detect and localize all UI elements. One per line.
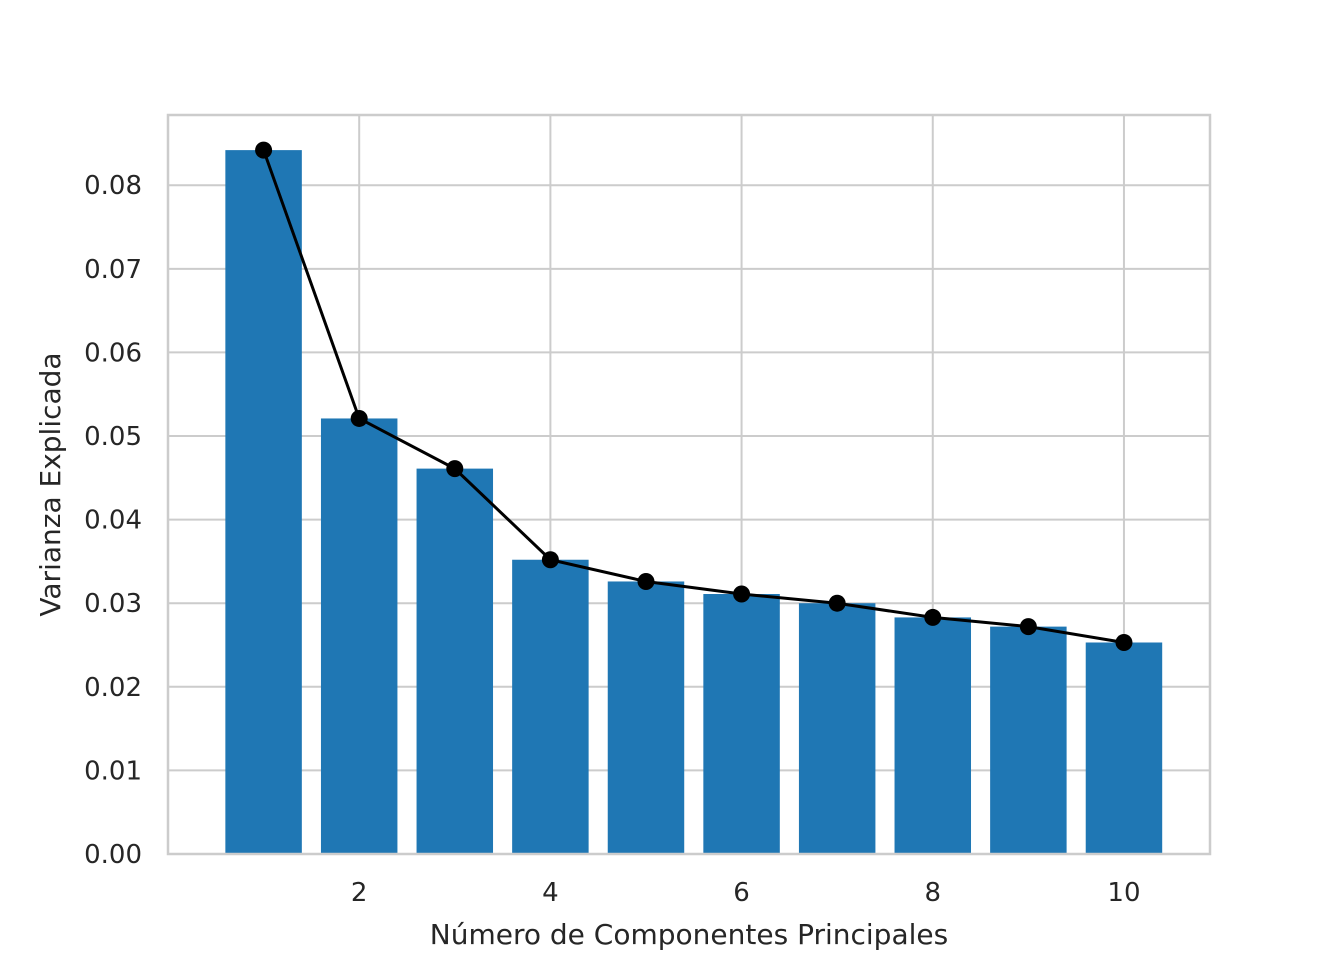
- line-point: [828, 594, 846, 612]
- bar: [512, 559, 589, 854]
- y-axis-label: Varianza Explicada: [34, 352, 67, 616]
- bar: [798, 603, 876, 854]
- x-axis-label: Número de Componentes Principales: [430, 918, 948, 951]
- line-point: [255, 141, 273, 159]
- y-tick-label: 0.05: [84, 422, 142, 452]
- bar: [225, 150, 302, 855]
- line-point: [541, 551, 559, 569]
- y-tick-label: 0.01: [84, 756, 142, 786]
- x-tick-label: 10: [1107, 878, 1140, 908]
- bars: [225, 150, 1163, 855]
- bar: [990, 626, 1067, 854]
- x-tick-label: 4: [542, 878, 559, 908]
- plot-frame: [166, 113, 1212, 856]
- bar: [320, 418, 398, 854]
- y-tick-labels: 0.00 0.01 0.02 0.03 0.04 0.05 0.06 0.07 0.08: [84, 171, 142, 870]
- y-tick-label: 0.08: [84, 171, 142, 201]
- bar: [703, 594, 780, 854]
- y-tick-label: 0.02: [84, 673, 142, 703]
- bar: [607, 581, 685, 854]
- y-tick-label: 0.06: [84, 338, 142, 368]
- line-point: [637, 572, 655, 590]
- line-point: [446, 460, 464, 478]
- line-series: [255, 141, 1133, 651]
- y-tick-label: 0.03: [84, 589, 142, 619]
- y-tick-label: 0.00: [84, 840, 142, 870]
- line-point: [733, 585, 751, 603]
- y-tick-label: 0.07: [84, 255, 142, 285]
- line-point: [350, 409, 368, 427]
- y-tick-label: 0.04: [84, 506, 142, 536]
- line-point: [924, 608, 942, 626]
- line-point: [1019, 618, 1037, 636]
- bar: [894, 617, 972, 854]
- x-tick-labels: 2 4 6 8 10: [351, 878, 1141, 908]
- x-tick-label: 2: [351, 878, 368, 908]
- line-path: [262, 149, 1125, 644]
- line-point: [1115, 633, 1133, 651]
- bar: [416, 468, 494, 854]
- x-tick-label: 6: [733, 878, 750, 908]
- bar: [1085, 642, 1163, 854]
- x-tick-label: 8: [924, 878, 941, 908]
